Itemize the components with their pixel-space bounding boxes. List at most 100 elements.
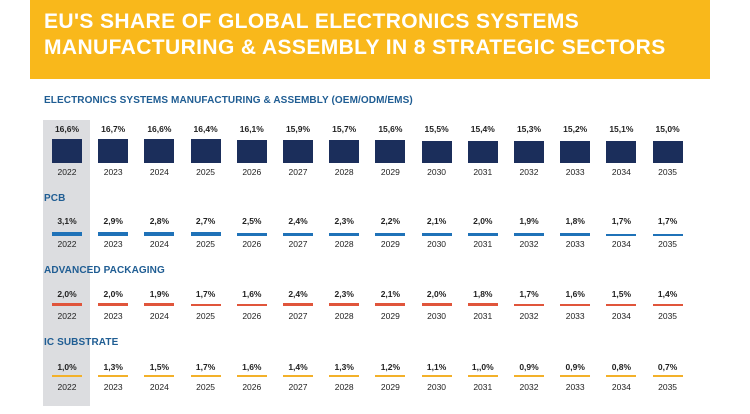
bar-advanced-packaging <box>236 303 267 306</box>
data-label-ic-substrate: 1,3% <box>334 362 354 372</box>
bar-ems <box>421 140 452 163</box>
bar-ic-substrate <box>514 375 544 377</box>
data-label-pcb: 1,7% <box>657 216 678 226</box>
year-tick-label: 2025 <box>196 239 216 249</box>
year-tick-label: 2035 <box>658 167 678 177</box>
bar-advanced-packaging <box>652 304 683 306</box>
data-label-pcb: 2,1% <box>426 216 447 226</box>
section-title-pcb: PCB <box>44 193 66 204</box>
data-label-ems: 16,1% <box>239 124 264 134</box>
year-tick-label: 2023 <box>103 382 123 392</box>
year-tick-label: 2023 <box>103 167 123 177</box>
year-tick-label: 2033 <box>565 239 585 249</box>
year-tick-label: 2026 <box>242 167 262 177</box>
data-label-ems: 15,0% <box>655 124 680 134</box>
data-label-ic-substrate: 0,7% <box>657 362 678 372</box>
bar-ic-substrate <box>652 375 683 377</box>
data-label-ic-substrate: 1,1% <box>426 362 447 372</box>
year-tick-label: 2034 <box>611 239 631 249</box>
year-tick-label: 2033 <box>565 311 585 321</box>
data-label-ems: 16,4% <box>193 124 218 134</box>
data-label-pcb: 2,0% <box>473 216 493 226</box>
data-label-ems: 15,6% <box>378 124 403 134</box>
bar-pcb <box>236 232 267 236</box>
data-label-pcb: 1,8% <box>565 216 585 226</box>
bar-ems <box>606 141 637 163</box>
year-tick-label: 2027 <box>288 167 308 177</box>
bar-ic-substrate <box>98 375 129 377</box>
year-tick-label: 2035 <box>658 382 678 392</box>
page-title-line-1: EU'S SHARE OF GLOBAL ELECTRONICS SYSTEMS <box>44 10 580 33</box>
data-label-ic-substrate: 1,6% <box>242 362 262 372</box>
data-label-ic-substrate: 1,3% <box>103 362 123 372</box>
year-tick-label: 2023 <box>103 239 123 249</box>
bar-ic-substrate <box>375 375 406 377</box>
bar-pcb <box>421 233 452 236</box>
year-tick-label: 2030 <box>427 311 447 321</box>
year-tick-label: 2029 <box>380 239 400 249</box>
bar-ems <box>467 140 498 163</box>
data-label-advanced-packaging: 1,4% <box>657 289 678 299</box>
bar-pcb <box>98 231 129 236</box>
year-tick-label: 2032 <box>519 382 539 392</box>
bar-ems <box>190 139 221 163</box>
data-label-advanced-packaging: 1,6% <box>242 289 262 299</box>
bar-ems <box>560 140 591 163</box>
data-label-pcb: 2,2% <box>380 216 401 226</box>
year-tick-label: 2033 <box>565 167 585 177</box>
year-tick-label: 2030 <box>427 167 447 177</box>
bar-ems <box>283 139 313 163</box>
year-tick-label: 2027 <box>288 239 308 249</box>
year-tick-label: 2028 <box>334 239 354 249</box>
year-tick-label: 2022 <box>57 311 77 321</box>
bar-ic-substrate <box>144 374 175 377</box>
data-label-ic-substrate: 0,9% <box>565 362 585 372</box>
data-label-advanced-packaging: 2,4% <box>288 289 308 299</box>
bar-advanced-packaging <box>375 303 406 306</box>
data-label-ems: 16,6% <box>54 124 80 134</box>
year-tick-label: 2026 <box>242 311 262 321</box>
year-tick-label: 2032 <box>519 239 539 249</box>
data-label-advanced-packaging: 2,0% <box>57 289 77 299</box>
data-label-pcb: 2,7% <box>195 216 216 226</box>
data-label-ic-substrate: 1,7% <box>195 362 216 372</box>
bar-advanced-packaging <box>283 302 313 306</box>
bar-pcb <box>652 233 683 236</box>
bar-pcb <box>52 231 82 236</box>
data-label-pcb: 2,5% <box>242 216 262 226</box>
data-label-ems: 15,9% <box>285 124 311 134</box>
data-label-ems: 16,7% <box>101 124 126 134</box>
year-tick-label: 2025 <box>196 167 216 177</box>
year-tick-label: 2028 <box>334 311 354 321</box>
year-tick-label: 2031 <box>473 311 493 321</box>
year-tick-label: 2024 <box>149 239 169 249</box>
bar-pcb <box>560 233 591 236</box>
bar-pcb <box>329 232 360 236</box>
section-title-ems: ELECTRONICS SYSTEMS MANUFACTURING & ASSE… <box>44 95 413 106</box>
data-label-ems: 15,7% <box>332 124 357 134</box>
bar-ems <box>98 138 129 163</box>
data-label-ic-substrate: 0,9% <box>519 362 539 372</box>
year-tick-label: 2035 <box>658 239 678 249</box>
year-tick-label: 2031 <box>473 167 493 177</box>
bar-pcb <box>144 232 175 236</box>
bar-advanced-packaging <box>52 303 82 306</box>
year-tick-label: 2035 <box>658 311 678 321</box>
section-title-advanced-packaging: ADVANCED PACKAGING <box>44 265 165 276</box>
bar-ic-substrate <box>190 374 221 377</box>
year-tick-label: 2028 <box>334 167 354 177</box>
data-label-ems: 16,6% <box>147 124 172 134</box>
bar-ic-substrate <box>560 375 591 377</box>
bar-advanced-packaging <box>606 303 637 306</box>
bar-ems <box>236 139 267 163</box>
section-title-ic-substrate: IC SUBSTRATE <box>44 337 119 348</box>
bar-advanced-packaging <box>98 303 129 306</box>
data-label-advanced-packaging: 1,6% <box>565 289 585 299</box>
data-label-ic-substrate: 0,8% <box>611 362 632 372</box>
year-tick-label: 2023 <box>103 311 123 321</box>
data-label-advanced-packaging: 1,5% <box>611 289 632 299</box>
title-banner: EU'S SHARE OF GLOBAL ELECTRONICS SYSTEMS… <box>30 0 710 79</box>
bar-ic-substrate <box>236 374 267 377</box>
